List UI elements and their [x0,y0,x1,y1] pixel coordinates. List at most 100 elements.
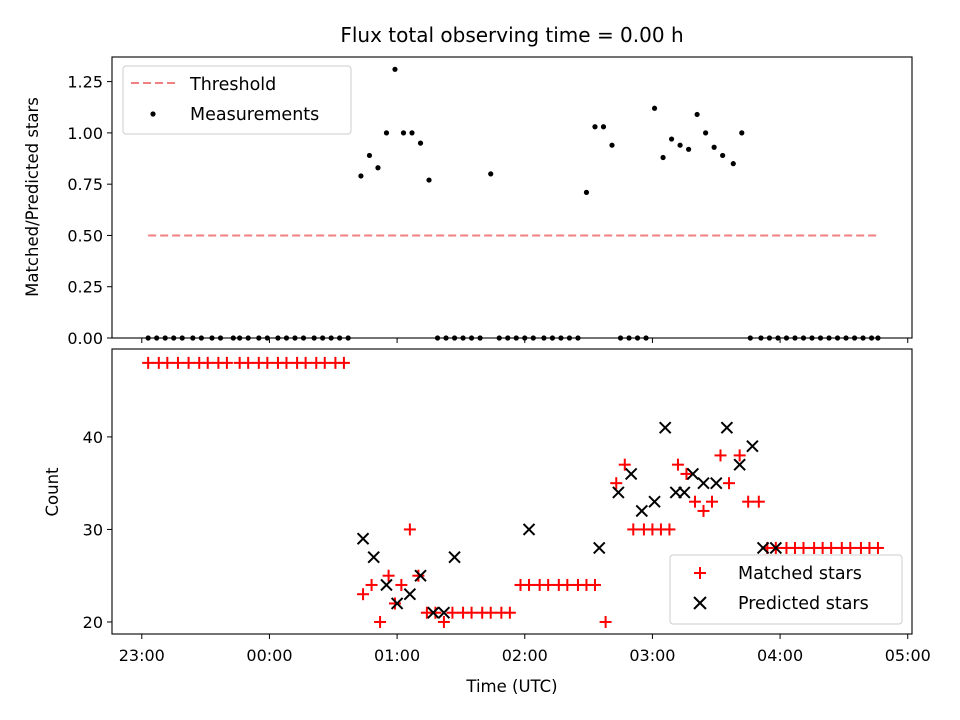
matched-star-point [542,578,555,591]
predicted-star-point [367,550,380,564]
matched-star-point [825,541,838,554]
measurement-point [400,130,407,136]
matched-star-point [142,356,155,369]
matched-star-point [588,578,601,591]
predicted-star-point [733,458,746,471]
top-legend: Threshold Measurements [122,65,352,135]
predicted-star-point [635,504,648,518]
predicted-star-point [356,532,370,545]
measurement-point [703,130,709,136]
matched-star-point [299,356,312,369]
measurement-point [609,142,615,148]
matched-star-point [357,588,370,601]
x-tick-label: 02:00 [502,646,548,665]
predicted-star-point [769,541,783,555]
measurement-point [383,130,390,136]
matched-star-point [388,597,401,610]
bottom-panel-ticks: 23:00 00:00 01:00 02:00 03:00 04:00 05:00 20 30 4… [83,428,931,665]
measurement-point [730,161,736,167]
x-tick-label: 05:00 [885,646,931,665]
measurement-point [375,165,381,171]
matched-star-point [733,449,746,462]
predicted-star-point [612,486,625,499]
measurement-point [358,173,364,179]
matched-star-point [723,477,736,490]
legend-measurements-label: Measurements [190,105,319,125]
top-y-tick-label: 0.75 [67,175,103,194]
matched-star-point [680,467,693,480]
measurement-point [488,171,494,177]
predicted-star-point [522,523,536,536]
matched-star-point [671,458,684,471]
matched-star-point [697,504,710,517]
predicted-star-point [686,467,700,481]
measurement-point [660,154,666,161]
bottom-y-tick-label: 40 [83,428,103,447]
predicted-star-point [624,467,638,481]
measurement-point [426,177,432,183]
predicted-star-point [380,578,393,592]
predicted-star-point [437,606,451,619]
matched-star-point [871,541,884,554]
measurement-point [720,152,726,159]
x-axis-label: Time (UTC) [465,677,557,696]
measurement-point [677,142,683,148]
predicted-star-point [390,597,404,610]
legend-matched-label: Matched stars [738,564,862,584]
measurement-point [739,130,745,136]
bottom-panel: 23:00 00:00 01:00 02:00 03:00 04:00 05:00 20 30 4… [43,348,931,696]
matched-star-point [403,523,416,536]
measurement-point [651,105,658,111]
measurement-point [583,189,590,195]
top-y-tick-label: 1.25 [67,73,103,92]
matched-star-point [797,541,810,554]
top-panel: 0.00 0.25 0.50 0.75 1.00 1.25 Matched/Predict… [23,56,913,348]
predicted-star-point [448,550,461,564]
matched-star-point [382,569,395,582]
matched-star-point [220,356,233,369]
predicted-star-point [658,421,672,434]
matched-star-point [429,606,442,619]
predicted-star-point [648,495,661,508]
matched-star-point [714,449,727,462]
chart-title: Flux total observing time = 0.00 h [340,23,683,47]
measurement-point [668,136,675,142]
measurement-point [366,152,373,159]
measurement-point [685,146,692,152]
x-tick-label: 03:00 [629,646,675,665]
matched-star-point [561,578,574,591]
predicted-star-point [427,606,440,619]
top-y-tick-label: 0.50 [67,226,103,245]
legend-matched-swatch [694,567,706,579]
predicted-star-point [678,486,691,499]
matched-star-point [201,356,214,369]
matched-star-point [161,356,174,369]
top-y-tick-label: 1.00 [67,124,103,143]
matched-star-point [374,615,387,628]
x-tick-label: 04:00 [757,646,803,665]
matched-star-point [337,356,350,369]
predicted-star-point [414,569,427,582]
predicted-star-point [403,588,417,601]
predicted-star-point [746,439,759,453]
matched-star-point [599,615,612,628]
measurement-point [392,66,398,72]
matched-star-point [171,356,184,369]
matched-star-point [752,495,765,508]
matched-star-point [523,578,536,591]
bottom-y-tick-label: 20 [83,613,103,632]
bottom-legend: Matched stars Predicted stars [669,554,903,625]
measurement-point [592,124,598,130]
measurement-point [417,140,424,146]
x-tick-label: 00:00 [246,646,292,665]
bottom-y-tick-label: 30 [83,520,103,539]
matched-star-point [318,356,331,369]
matched-star-point [261,356,274,369]
predicted-star-point [710,476,723,490]
predicted-star-point [593,541,606,555]
bottom-panel-frame [111,348,913,635]
legend-predicted-label: Predicted stars [738,594,869,614]
top-y-tick-label: 0.00 [67,329,103,348]
matched-star-point [706,495,718,508]
